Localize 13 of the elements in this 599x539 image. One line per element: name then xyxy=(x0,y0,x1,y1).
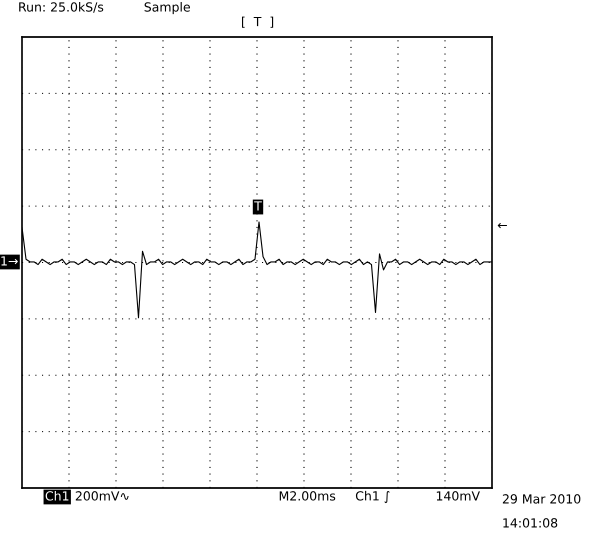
text: ← xyxy=(498,222,507,228)
text: [ T ] xyxy=(242,16,274,28)
text: M2.00ms xyxy=(280,491,336,501)
text: Ch1 xyxy=(46,490,68,501)
text: 200mV∿ xyxy=(76,491,129,501)
text: Ch1 ∫ xyxy=(356,490,390,504)
text: 29 Mar 2010 xyxy=(502,494,580,504)
text: 14:01:08 xyxy=(503,518,558,528)
text: Run: 25.0kS/s xyxy=(19,2,104,13)
text: Sample xyxy=(144,2,190,14)
text: 1→ xyxy=(1,256,18,266)
text: 140mV xyxy=(436,491,480,501)
text: T xyxy=(254,201,262,210)
